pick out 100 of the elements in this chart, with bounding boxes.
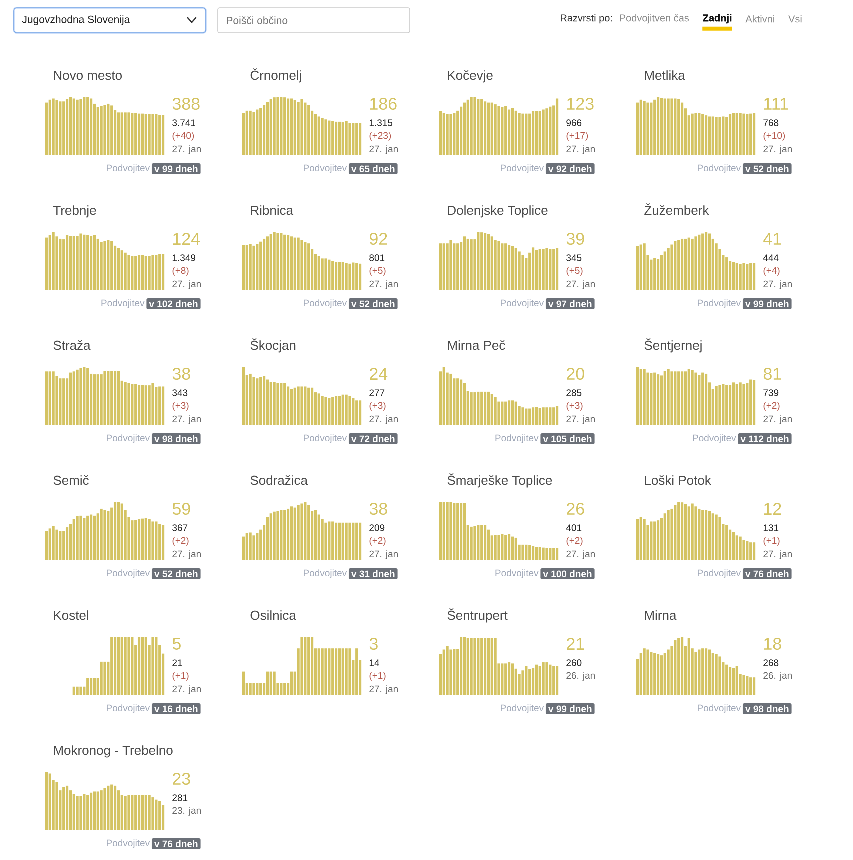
bar bbox=[742, 114, 746, 156]
bar bbox=[654, 653, 656, 696]
bar bbox=[242, 113, 246, 156]
bar bbox=[114, 246, 117, 290]
text: v 98 dneh bbox=[154, 436, 198, 442]
bar bbox=[518, 406, 521, 426]
bar bbox=[477, 232, 480, 290]
bar bbox=[62, 531, 66, 560]
bar bbox=[342, 648, 344, 696]
bar bbox=[546, 248, 548, 290]
text: 1.349 bbox=[172, 254, 196, 262]
bar bbox=[691, 504, 694, 560]
bar bbox=[324, 258, 328, 290]
bar bbox=[284, 383, 286, 426]
text: v 65 dneh bbox=[352, 166, 395, 172]
text: Podvojitev bbox=[693, 434, 736, 444]
bar bbox=[284, 510, 286, 560]
bar bbox=[348, 396, 352, 426]
bar bbox=[114, 502, 117, 560]
bar bbox=[266, 102, 270, 156]
bar bbox=[107, 786, 110, 830]
bar bbox=[48, 774, 52, 830]
text: 39 bbox=[566, 232, 584, 246]
bar bbox=[522, 255, 524, 290]
bar bbox=[134, 113, 138, 156]
text: 27. jan bbox=[566, 146, 595, 154]
text: 27. jan bbox=[566, 280, 595, 290]
text: Podvojitev bbox=[501, 300, 544, 308]
bar bbox=[480, 525, 484, 560]
text: 27. jan bbox=[172, 280, 201, 290]
bar bbox=[650, 522, 653, 560]
bar bbox=[522, 114, 524, 156]
text: v 99 dneh bbox=[548, 706, 592, 712]
bar bbox=[120, 250, 124, 290]
bar bbox=[328, 522, 331, 560]
bar bbox=[640, 517, 642, 560]
text: Podvojitev bbox=[501, 704, 544, 714]
chart-title: Črnomelj bbox=[250, 68, 302, 83]
text: (+5) bbox=[566, 267, 583, 276]
text: 27. jan bbox=[764, 416, 792, 424]
bar bbox=[80, 796, 82, 830]
bar bbox=[728, 114, 732, 156]
bar bbox=[636, 367, 640, 426]
bar bbox=[715, 117, 718, 156]
text: Razvrsti po: bbox=[561, 14, 612, 24]
bar bbox=[556, 248, 559, 290]
chart-title: Škocjan bbox=[250, 338, 296, 353]
bar bbox=[535, 547, 538, 560]
bar bbox=[90, 678, 93, 696]
bar bbox=[262, 105, 266, 156]
bar bbox=[504, 402, 508, 426]
bar bbox=[110, 637, 114, 696]
bar bbox=[52, 98, 55, 156]
bar bbox=[59, 102, 62, 156]
bar bbox=[704, 116, 708, 156]
text: 367 bbox=[172, 524, 188, 532]
bar bbox=[138, 637, 141, 696]
bar bbox=[246, 245, 248, 290]
bar bbox=[66, 235, 69, 290]
bar bbox=[484, 102, 487, 156]
chart-title: Mirna bbox=[645, 610, 677, 620]
bar bbox=[456, 378, 460, 426]
bar bbox=[698, 113, 701, 156]
bar bbox=[134, 520, 138, 560]
text: Poišči občino bbox=[227, 16, 288, 24]
bar bbox=[90, 236, 93, 290]
bar bbox=[694, 652, 698, 696]
bar bbox=[694, 372, 698, 426]
bar bbox=[158, 801, 162, 830]
bar bbox=[256, 378, 259, 426]
text: (+10) bbox=[764, 132, 786, 141]
text: v 31 dneh bbox=[352, 570, 395, 578]
bar bbox=[670, 98, 674, 156]
bar bbox=[290, 506, 294, 560]
text: 343 bbox=[172, 390, 188, 396]
bar bbox=[708, 116, 712, 156]
text: 27. jan bbox=[370, 280, 398, 290]
bar bbox=[100, 662, 103, 696]
chart-title: Šmarješke Toplice bbox=[448, 474, 552, 488]
bar bbox=[718, 384, 722, 426]
bar bbox=[52, 372, 55, 426]
bar bbox=[453, 244, 456, 290]
bar bbox=[684, 504, 688, 560]
bar bbox=[678, 99, 680, 156]
text: 131 bbox=[764, 524, 779, 532]
text: 209 bbox=[370, 524, 385, 532]
bar bbox=[297, 386, 300, 426]
bar bbox=[750, 542, 752, 560]
bar bbox=[144, 256, 148, 290]
bar bbox=[124, 112, 127, 156]
bar bbox=[542, 110, 545, 156]
bar bbox=[514, 538, 518, 560]
text: (+2) bbox=[370, 537, 386, 546]
bar bbox=[86, 516, 90, 560]
bar bbox=[504, 244, 508, 290]
bar bbox=[704, 232, 708, 290]
bar bbox=[746, 541, 749, 560]
bar bbox=[266, 380, 270, 426]
bar bbox=[86, 97, 90, 156]
bar bbox=[131, 520, 134, 560]
